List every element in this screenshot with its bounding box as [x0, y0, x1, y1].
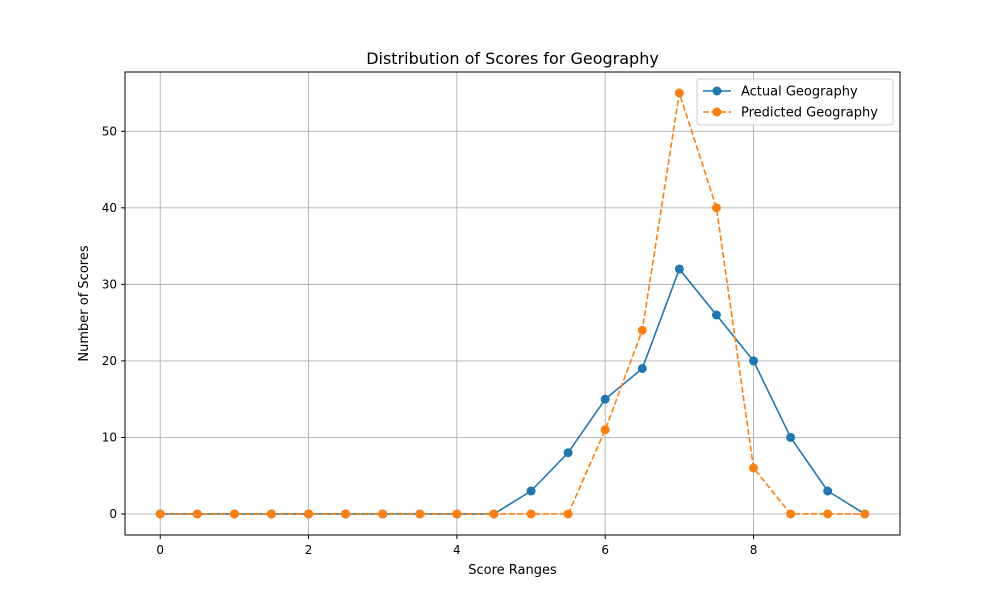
grid — [125, 72, 900, 535]
data-point-predicted-geography — [304, 509, 314, 519]
legend: Actual Geography Predicted Geography — [696, 78, 894, 126]
data-point-predicted-geography — [155, 509, 165, 519]
y-tick-label: 40 — [102, 201, 117, 215]
legend-entry: Predicted Geography — [741, 106, 878, 121]
plot-frame — [124, 71, 901, 536]
data-point-predicted-geography — [266, 509, 276, 519]
data-point-actual-geography — [786, 432, 796, 442]
y-tick-label: 10 — [102, 430, 117, 444]
y-tick-label: 50 — [102, 124, 117, 138]
data-point-predicted-geography — [229, 509, 239, 519]
data-point-predicted-geography — [341, 509, 351, 519]
chart-title: Distribution of Scores for Geography — [366, 49, 659, 68]
series-layer — [155, 88, 870, 519]
legend-box — [696, 78, 894, 126]
y-axis-label: Number of Scores — [77, 245, 92, 361]
data-point-actual-geography — [674, 264, 684, 274]
data-point-actual-geography — [563, 448, 573, 458]
y-tick-label: 0 — [109, 507, 117, 521]
y-tick-label: 30 — [102, 277, 117, 291]
data-point-predicted-geography — [637, 325, 647, 335]
data-point-actual-geography — [637, 364, 647, 374]
data-point-predicted-geography — [526, 509, 536, 519]
series-line-actual-geography — [160, 268, 866, 515]
series-predicted-geography — [155, 88, 870, 519]
x-tick-label: 2 — [305, 543, 313, 557]
legend-entry: Actual Geography — [741, 85, 858, 100]
data-point-predicted-geography — [786, 509, 796, 519]
data-point-actual-geography — [711, 310, 721, 320]
data-point-predicted-geography — [452, 509, 462, 519]
ticks: 0 2 4 6 8 0 10 20 30 40 50 — [102, 124, 758, 557]
y-tick-label: 20 — [102, 354, 117, 368]
data-point-predicted-geography — [674, 88, 684, 98]
data-point-predicted-geography — [749, 463, 759, 473]
data-point-predicted-geography — [192, 509, 202, 519]
x-tick-label: 0 — [156, 543, 164, 557]
legend-swatch-marker — [712, 107, 722, 117]
data-point-predicted-geography — [415, 509, 425, 519]
x-tick-label: 8 — [750, 543, 758, 557]
data-point-predicted-geography — [860, 509, 870, 519]
x-tick-label: 4 — [453, 543, 461, 557]
data-point-predicted-geography — [563, 509, 573, 519]
data-point-predicted-geography — [378, 509, 388, 519]
x-tick-label: 6 — [601, 543, 609, 557]
data-point-actual-geography — [526, 486, 536, 496]
data-point-actual-geography — [823, 486, 833, 496]
data-point-actual-geography — [749, 356, 759, 366]
legend-swatch-marker — [712, 86, 722, 96]
data-point-predicted-geography — [823, 509, 833, 519]
x-axis-label: Score Ranges — [468, 563, 557, 578]
data-point-predicted-geography — [489, 509, 499, 519]
data-point-predicted-geography — [600, 425, 610, 435]
data-point-actual-geography — [600, 394, 610, 404]
data-point-predicted-geography — [711, 203, 721, 213]
series-line-predicted-geography — [160, 92, 865, 515]
